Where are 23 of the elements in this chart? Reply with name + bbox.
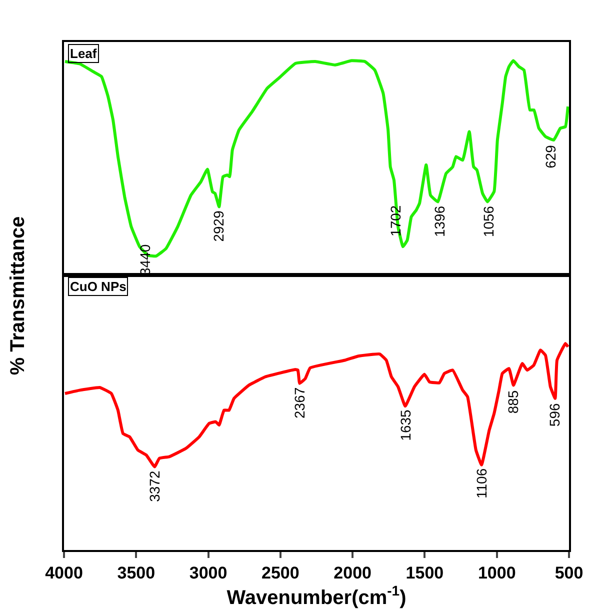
y-axis-title: % Transmittance — [7, 216, 30, 376]
x-tick-label: 500 — [554, 563, 584, 582]
x-tick-label: 2000 — [334, 563, 372, 582]
chart-title: Leaf — [70, 46, 98, 61]
x-tick-label: 1000 — [478, 563, 516, 582]
annotation: 596 — [546, 403, 563, 427]
annotation: 2367 — [292, 387, 308, 418]
x-tick-label: 4000 — [45, 563, 83, 582]
annotation: 3372 — [146, 470, 162, 502]
annotation: 1106 — [474, 468, 490, 498]
x-tick-label: 3500 — [117, 563, 156, 582]
x-tick-label: 1500 — [406, 563, 444, 582]
x-tick-label: 3000 — [189, 563, 228, 582]
x-axis-title: Wavenumber(cm$^{-1}$) — [226, 582, 406, 609]
x-tick-label: 2500 — [262, 563, 300, 582]
annotation: 1635 — [398, 409, 414, 441]
chart-title: CuO NPs — [70, 279, 126, 294]
annotation: 885 — [505, 390, 522, 414]
annotation: 1702 — [388, 205, 404, 236]
annotation: 1396 — [431, 206, 448, 238]
annotation: 629 — [542, 144, 558, 168]
annotation: 1056 — [480, 206, 496, 238]
annotation: 2929 — [210, 210, 226, 242]
